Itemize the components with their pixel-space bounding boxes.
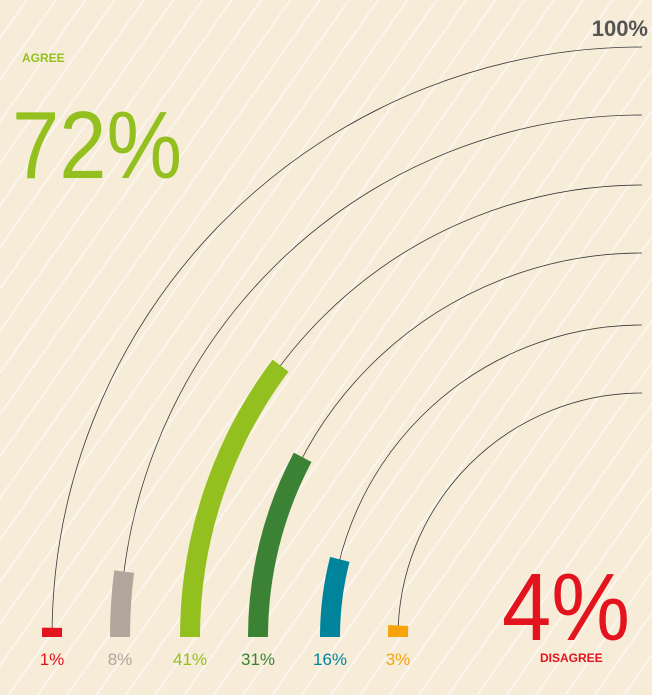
value-label: 3% [386,650,411,669]
scale-max-label: 100% [592,16,648,41]
disagree-label: DISAGREE [540,651,603,665]
agree-value: 72% [12,92,182,199]
agree-label: AGREE [22,51,65,65]
bar [180,359,289,638]
bar [110,570,135,638]
value-label: 8% [108,650,133,669]
value-label: 31% [241,650,275,669]
guide-arc [397,392,643,638]
value-label: 1% [40,650,65,669]
guide-arc [119,114,643,638]
bar [248,452,312,638]
guide-arc [51,46,643,638]
disagree-value: 4% [502,554,630,661]
bar [320,556,350,638]
value-label: 41% [173,650,207,669]
value-label: 16% [313,650,347,669]
